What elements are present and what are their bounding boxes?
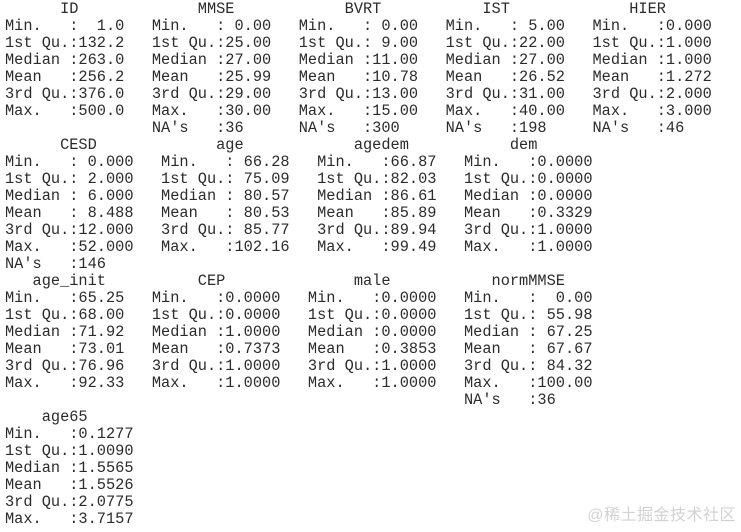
watermark: @稀土掘金技术社区	[587, 507, 736, 524]
